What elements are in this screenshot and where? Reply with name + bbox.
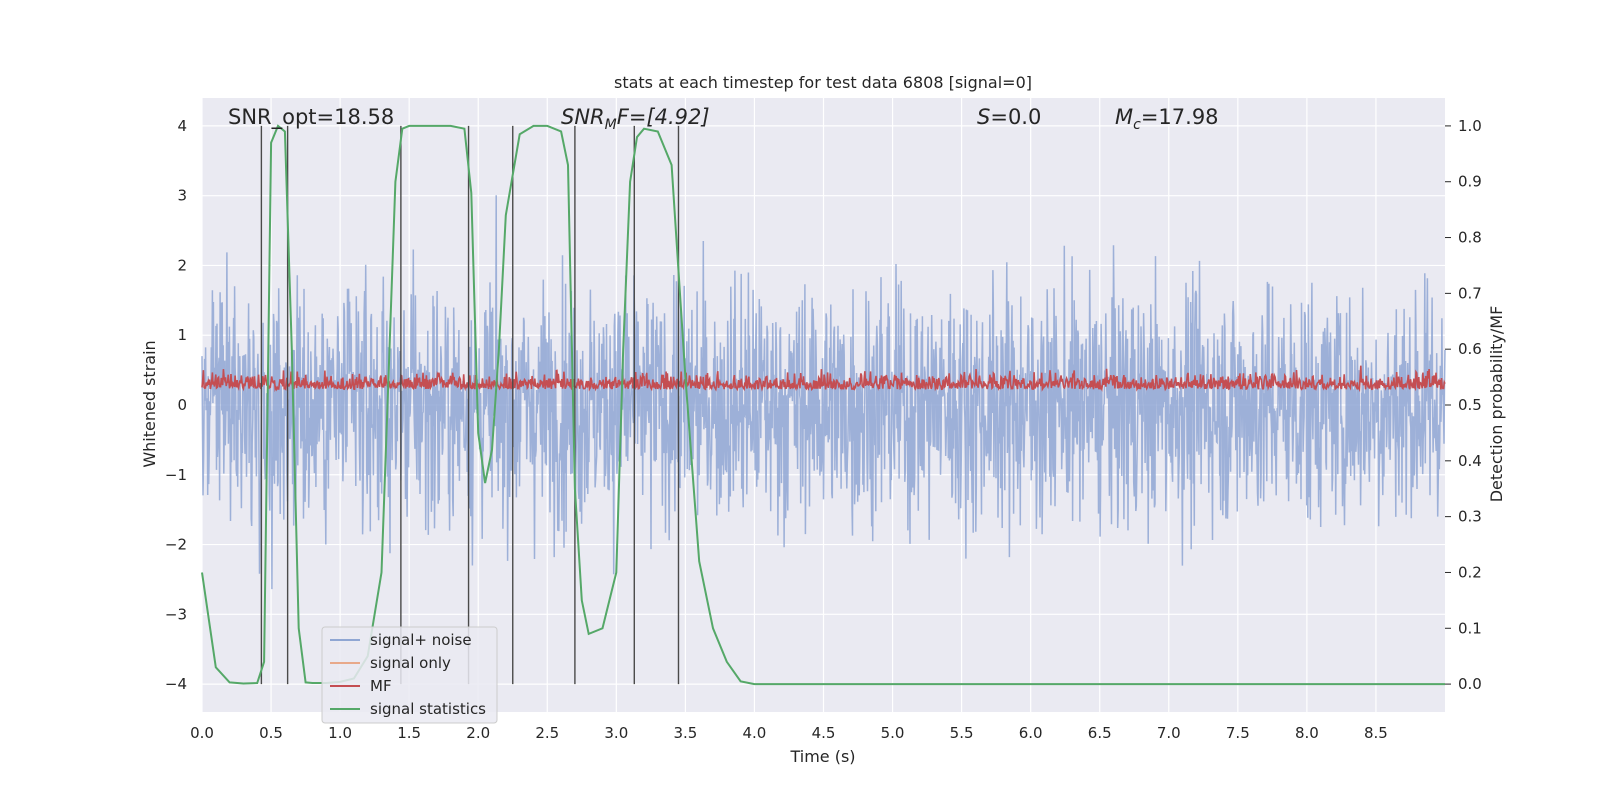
y-tick-label: 1 bbox=[177, 326, 187, 344]
y-tick-label: 2 bbox=[177, 256, 187, 274]
y-tick-label: 0 bbox=[177, 396, 187, 414]
x-tick-label: 1.0 bbox=[328, 724, 352, 742]
x-tick-label: 1.5 bbox=[397, 724, 421, 742]
x-tick-label: 6.5 bbox=[1088, 724, 1112, 742]
y-right-tick-label: 0.5 bbox=[1458, 396, 1482, 414]
annotation-mc: Mc=17.98 bbox=[1115, 105, 1219, 133]
series-signal-statistics bbox=[201, 124, 1445, 686]
y-tick-label: −4 bbox=[165, 675, 187, 693]
y-tick-label: −3 bbox=[165, 605, 187, 623]
legend-label-signal-only: signal only bbox=[370, 654, 451, 672]
x-tick-label: 8.5 bbox=[1364, 724, 1388, 742]
y-right-tick-label: 0.8 bbox=[1458, 229, 1482, 247]
x-tick-label: 7.0 bbox=[1157, 724, 1181, 742]
x-tick-label: 4.0 bbox=[743, 724, 767, 742]
chart-title: stats at each timestep for test data 680… bbox=[614, 73, 1032, 92]
y-right-tick-label: 0.1 bbox=[1458, 619, 1482, 637]
series-signal-noise bbox=[201, 195, 1446, 590]
series-mf-line bbox=[201, 365, 1446, 393]
x-tick-label: 6.0 bbox=[1019, 724, 1043, 742]
x-tick-label: 7.5 bbox=[1226, 724, 1250, 742]
annotation-snr-opt: SNR_opt=18.58 bbox=[228, 105, 394, 130]
legend-label-mf: MF bbox=[370, 677, 392, 695]
y-right-tick-label: 0.0 bbox=[1458, 675, 1482, 693]
annotation-s: S=0.0 bbox=[977, 105, 1041, 129]
x-tick-label: 8.0 bbox=[1295, 724, 1319, 742]
y-right-tick-label: 0.3 bbox=[1458, 508, 1482, 526]
y-right-tick-label: 1.0 bbox=[1458, 117, 1482, 135]
x-axis-label: Time (s) bbox=[789, 747, 855, 766]
x-tick-label: 4.5 bbox=[812, 724, 836, 742]
y-tick-label: −2 bbox=[165, 536, 187, 554]
x-tick-label: 2.0 bbox=[466, 724, 490, 742]
y-axis-ticks: −4 −3 −2 −1 0 1 2 3 4 bbox=[165, 117, 187, 693]
x-tick-label: 0.5 bbox=[259, 724, 283, 742]
legend-box bbox=[321, 626, 498, 724]
x-tick-label: 3.0 bbox=[604, 724, 628, 742]
y-right-tick-label: 0.6 bbox=[1458, 340, 1482, 358]
legend-label-signal-statistics: signal statistics bbox=[370, 700, 486, 718]
x-tick-label: 2.5 bbox=[535, 724, 559, 742]
series-signal-noise-line bbox=[201, 195, 1446, 590]
x-axis-ticks: 0.0 0.5 1.0 1.5 2.0 2.5 3.0 3.5 4.0 4.5 5.0 5.5 6.0 6… bbox=[190, 724, 1388, 742]
series-mf bbox=[201, 365, 1446, 393]
y-tick-label: −1 bbox=[165, 466, 187, 484]
y-right-tick-label: 0.4 bbox=[1458, 452, 1482, 470]
x-tick-label: 3.5 bbox=[673, 724, 697, 742]
y-tick-label: 3 bbox=[177, 187, 187, 205]
y-right-axis-label: Detection probability/MF bbox=[1487, 306, 1506, 503]
x-tick-label: 5.5 bbox=[950, 724, 974, 742]
y-tick-label: 4 bbox=[177, 117, 187, 135]
y-right-axis-ticks: 0.0 0.1 0.2 0.3 0.4 0.5 0.6 0.7 0.8 0.9 1.0 bbox=[1445, 117, 1482, 693]
y-right-tick-label: 0.9 bbox=[1458, 173, 1482, 191]
y-axis-label: Whitened strain bbox=[140, 340, 159, 467]
legend-label-signal-noise: signal+ noise bbox=[370, 631, 472, 649]
annotation-snr-mf: SNRMF=[4.92] bbox=[561, 105, 710, 133]
legend: signal+ noise signal only MF signal stat… bbox=[321, 626, 498, 724]
vertical-lines bbox=[260, 125, 680, 685]
y-right-tick-label: 0.7 bbox=[1458, 284, 1482, 302]
y-right-tick-label: 0.2 bbox=[1458, 563, 1482, 581]
x-tick-label: 5.0 bbox=[881, 724, 905, 742]
series-signal-statistics-line bbox=[201, 124, 1445, 686]
x-tick-label: 0.0 bbox=[190, 724, 214, 742]
